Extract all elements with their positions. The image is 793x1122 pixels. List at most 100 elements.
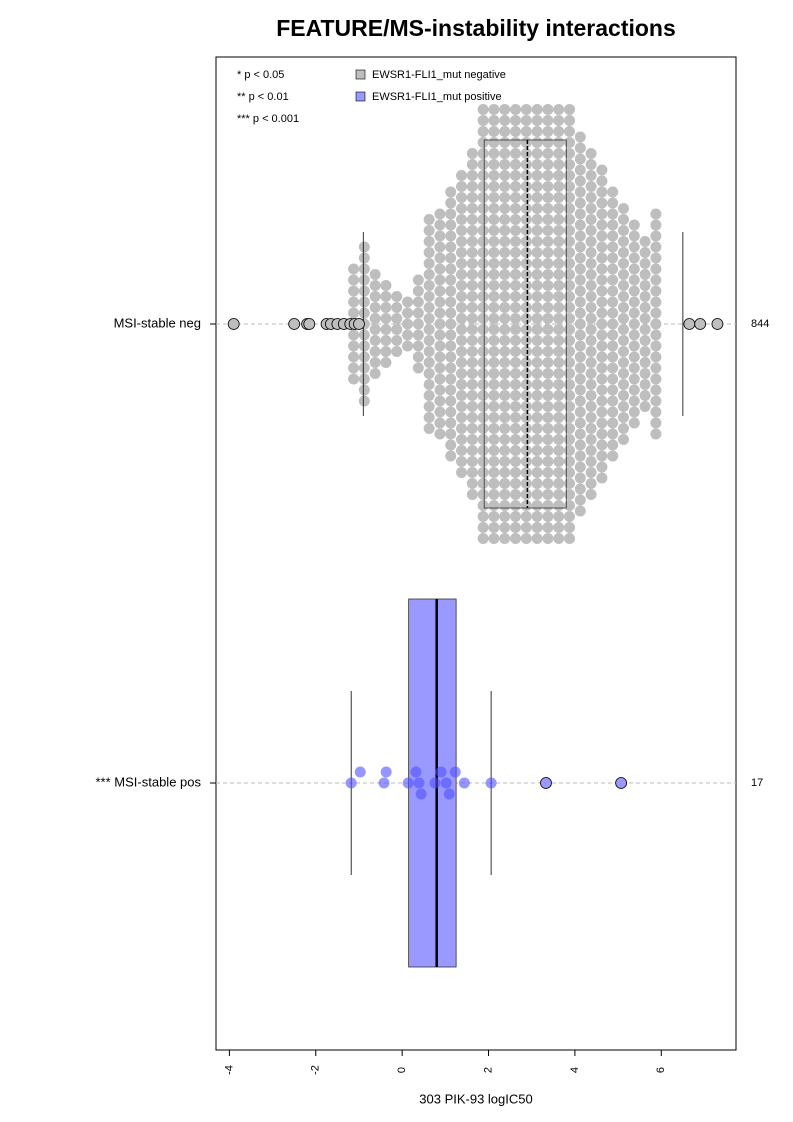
swarm-dot (477, 412, 489, 423)
swarm-dot (585, 247, 597, 258)
swarm-dot (466, 291, 478, 302)
outlier (227, 318, 240, 330)
swarm-dot (617, 302, 629, 313)
swarm-dot (499, 412, 511, 423)
swarm-dot (477, 368, 489, 379)
swarm-dot (520, 214, 532, 225)
swarm-dot (466, 346, 478, 357)
swarm-dot (477, 115, 489, 126)
swarm-dot (520, 247, 532, 258)
swarm-dot (520, 445, 532, 456)
point (402, 777, 414, 789)
x-tick-label: -2 (310, 1065, 322, 1075)
outlier (303, 318, 316, 330)
swarm-dot (466, 203, 478, 214)
swarm-dot (531, 456, 543, 467)
swarm-dot (639, 302, 651, 313)
swarm-dot (510, 302, 522, 313)
swarm-dot (488, 115, 500, 126)
swarm-dot (617, 324, 629, 335)
swarm-dot (553, 335, 565, 346)
swarm-dot (520, 225, 532, 236)
swarm-dot (445, 197, 457, 209)
swarm-dot (520, 159, 532, 170)
swarm-dot (456, 390, 468, 401)
swarm-dot (520, 280, 532, 291)
swarm-dot (520, 412, 532, 423)
swarm-dot (564, 533, 576, 544)
swarm-dot (617, 280, 629, 291)
swarm-dot (650, 417, 662, 429)
swarm-dot (434, 307, 446, 319)
swarm-dot (445, 230, 457, 242)
swarm-dot (520, 324, 532, 335)
swarm-dot (585, 445, 597, 456)
swarm-dot (553, 346, 565, 357)
swarm-dot (553, 280, 565, 291)
swarm-dot (477, 269, 489, 280)
swarm-dot (553, 533, 565, 544)
swarm-dot (607, 384, 619, 396)
swarm-dot (499, 203, 511, 214)
swarm-dot (423, 236, 435, 247)
swarm-dot (531, 478, 543, 489)
swarm-dot (585, 335, 597, 346)
x-axis-label: 303 PIK-93 logIC50 (419, 1091, 532, 1106)
swarm-dot (617, 247, 629, 258)
swarm-dot (596, 329, 608, 341)
swarm-dot (607, 340, 619, 352)
swarm-dot (466, 379, 478, 390)
swarm-dot (456, 247, 468, 258)
swarm-dot (423, 269, 435, 280)
swarm-dot (585, 357, 597, 368)
outlier (711, 318, 724, 330)
swarm-dot (574, 494, 586, 506)
swarm-dot (607, 373, 619, 385)
swarm-dot (510, 346, 522, 357)
swarm-dot (617, 390, 629, 401)
y-tick-label: *** MSI-stable pos (96, 774, 202, 789)
swarm-dot (564, 115, 576, 126)
swarm-dot (542, 335, 554, 346)
swarm-dot (596, 219, 608, 231)
swarm-dot (564, 291, 576, 302)
swarm-dot (585, 368, 597, 379)
swarm-dot (585, 280, 597, 291)
swarm-dot (445, 285, 457, 297)
swarm-dot (445, 318, 457, 330)
swarm-dot (477, 104, 489, 115)
swarm-dot (423, 291, 435, 302)
swarm-dot (531, 412, 543, 423)
swarm-dot (596, 428, 608, 440)
swarm-dot (499, 346, 511, 357)
swarm-dot (542, 236, 554, 247)
swarm-dot (596, 395, 608, 407)
swarm-dot (520, 115, 532, 126)
swarm-dot (564, 324, 576, 335)
swarm-dot (488, 104, 500, 115)
swarm-dot (564, 225, 576, 236)
swarm-dot (564, 181, 576, 192)
point (440, 777, 452, 789)
swarm-dot (639, 280, 651, 291)
swarm-dot (358, 263, 370, 275)
swarm-dot (596, 450, 608, 462)
swarm-dot (434, 417, 446, 429)
swarm-dot (574, 340, 586, 352)
swarm-dot (574, 406, 586, 418)
swarm-dot (639, 236, 651, 247)
swarm-dot (456, 280, 468, 291)
swarm-dot (531, 236, 543, 247)
swarm-dot (466, 489, 478, 500)
swarm-dot (477, 280, 489, 291)
swarm-dot (520, 467, 532, 478)
swarm-dot (574, 142, 586, 154)
annotation: *** p < 0.001 (237, 113, 299, 125)
swarm-dot (488, 489, 500, 500)
swarm-dot (520, 533, 532, 544)
swarm-dot (574, 230, 586, 242)
swarm-dot (488, 148, 500, 159)
swarm-dot (488, 445, 500, 456)
swarm-dot (423, 335, 435, 346)
swarm-dot (510, 181, 522, 192)
